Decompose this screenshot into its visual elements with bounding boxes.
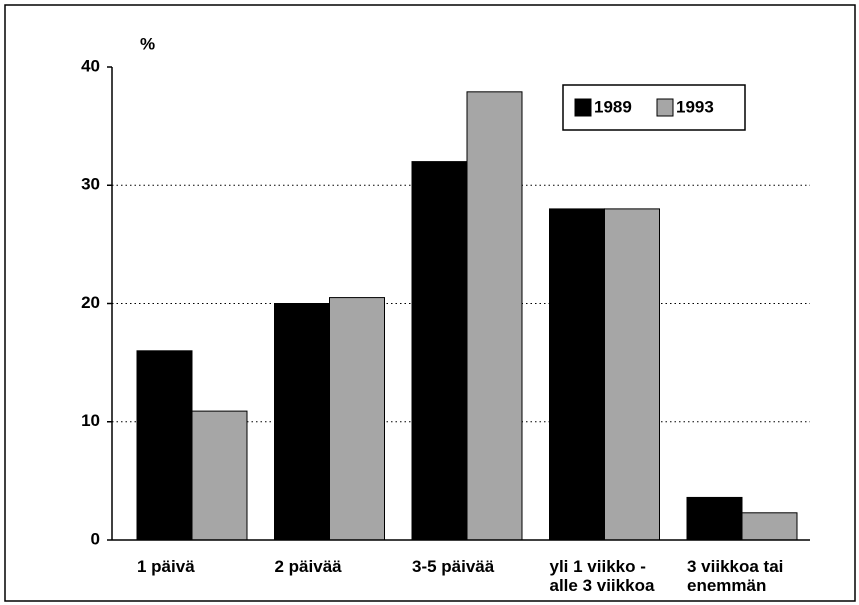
y-tick-label: 40: [81, 56, 100, 75]
legend-box: [562, 84, 746, 131]
legend-swatch: [656, 98, 674, 117]
bar: [549, 208, 605, 541]
x-tick-label-line: alle 3 viikkoa: [550, 576, 655, 595]
x-tick-label-line: 3 viikkoa tai: [687, 557, 783, 576]
x-tick-label: 1 päivä: [137, 557, 195, 576]
y-tick-label: 20: [81, 293, 100, 312]
y-tick-label: 30: [81, 175, 100, 194]
x-tick-label-line: enemmän: [687, 576, 766, 595]
bar: [411, 161, 468, 541]
y-tick-label: 0: [91, 529, 100, 548]
bar: [191, 410, 248, 541]
legend-label: 1993: [676, 97, 714, 116]
x-tick-label-line: 3-5 päivää: [412, 557, 495, 576]
x-tick-label: 2 päivää: [275, 557, 343, 576]
x-tick-label-line: yli 1 viikko -: [550, 557, 646, 576]
frame: [4, 4, 856, 602]
x-tick-label-line: 1 päivä: [137, 557, 195, 576]
legend-label: 1989: [594, 97, 632, 116]
y-axis-label: %: [140, 34, 155, 53]
x-tick-label: 3-5 päivää: [412, 557, 495, 576]
legend-swatch: [574, 98, 592, 117]
bar: [466, 91, 523, 541]
x-tick-label: yli 1 viikko -alle 3 viikkoa: [550, 557, 655, 595]
bar: [136, 350, 193, 541]
bar: [686, 496, 743, 541]
bar: [604, 208, 660, 541]
x-tick-label: 3 viikkoa tai enemmän: [687, 557, 783, 595]
bar: [329, 297, 385, 541]
y-tick-label: 10: [81, 411, 100, 430]
bar: [741, 512, 798, 541]
x-tick-label-line: 2 päivää: [275, 557, 343, 576]
bar: [274, 303, 330, 541]
